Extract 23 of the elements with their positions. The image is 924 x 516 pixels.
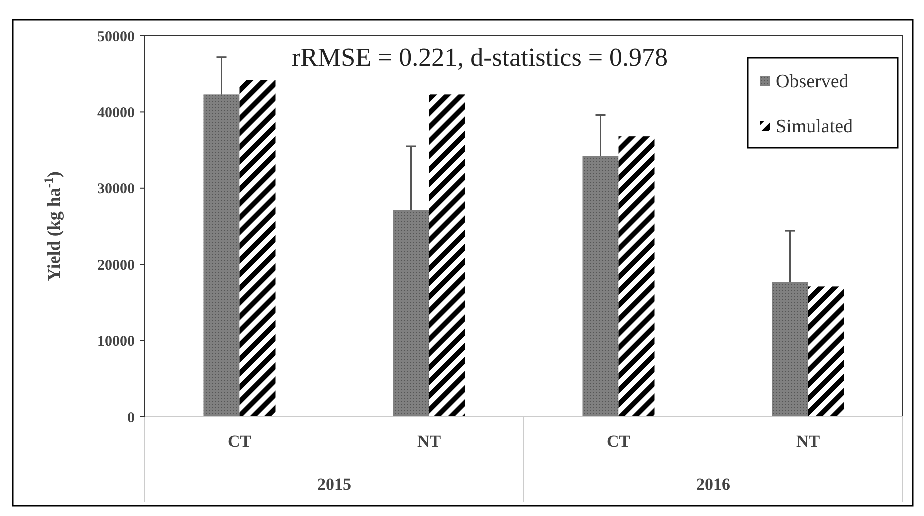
bar: [204, 94, 240, 417]
bar: [808, 286, 844, 417]
y-tick-label: 0: [128, 410, 135, 426]
legend-label: Observed: [776, 72, 850, 93]
bar: [582, 156, 619, 417]
bar: [240, 80, 276, 417]
annotation: rRMSE = 0.221, d-statistics = 0.978: [292, 43, 668, 72]
legend-label: Simulated: [776, 116, 854, 138]
x-tick-label: NT: [796, 432, 821, 451]
bar: [393, 210, 430, 417]
y-tick-label: 10000: [98, 334, 135, 350]
text: 2016: [696, 475, 730, 494]
bar: [618, 136, 655, 417]
y-tick-label: 30000: [98, 182, 135, 198]
x-tick-label: CT: [606, 432, 632, 451]
y-tick-label: 40000: [98, 105, 135, 122]
y-tick-label: 20000: [98, 258, 135, 274]
x-tick-label: CT: [228, 432, 252, 451]
y-tick-label: 50000: [98, 29, 135, 46]
x-tick-label: NT: [417, 432, 442, 451]
bar: [772, 282, 808, 417]
bar: [429, 94, 466, 417]
text: 2015: [318, 475, 352, 494]
